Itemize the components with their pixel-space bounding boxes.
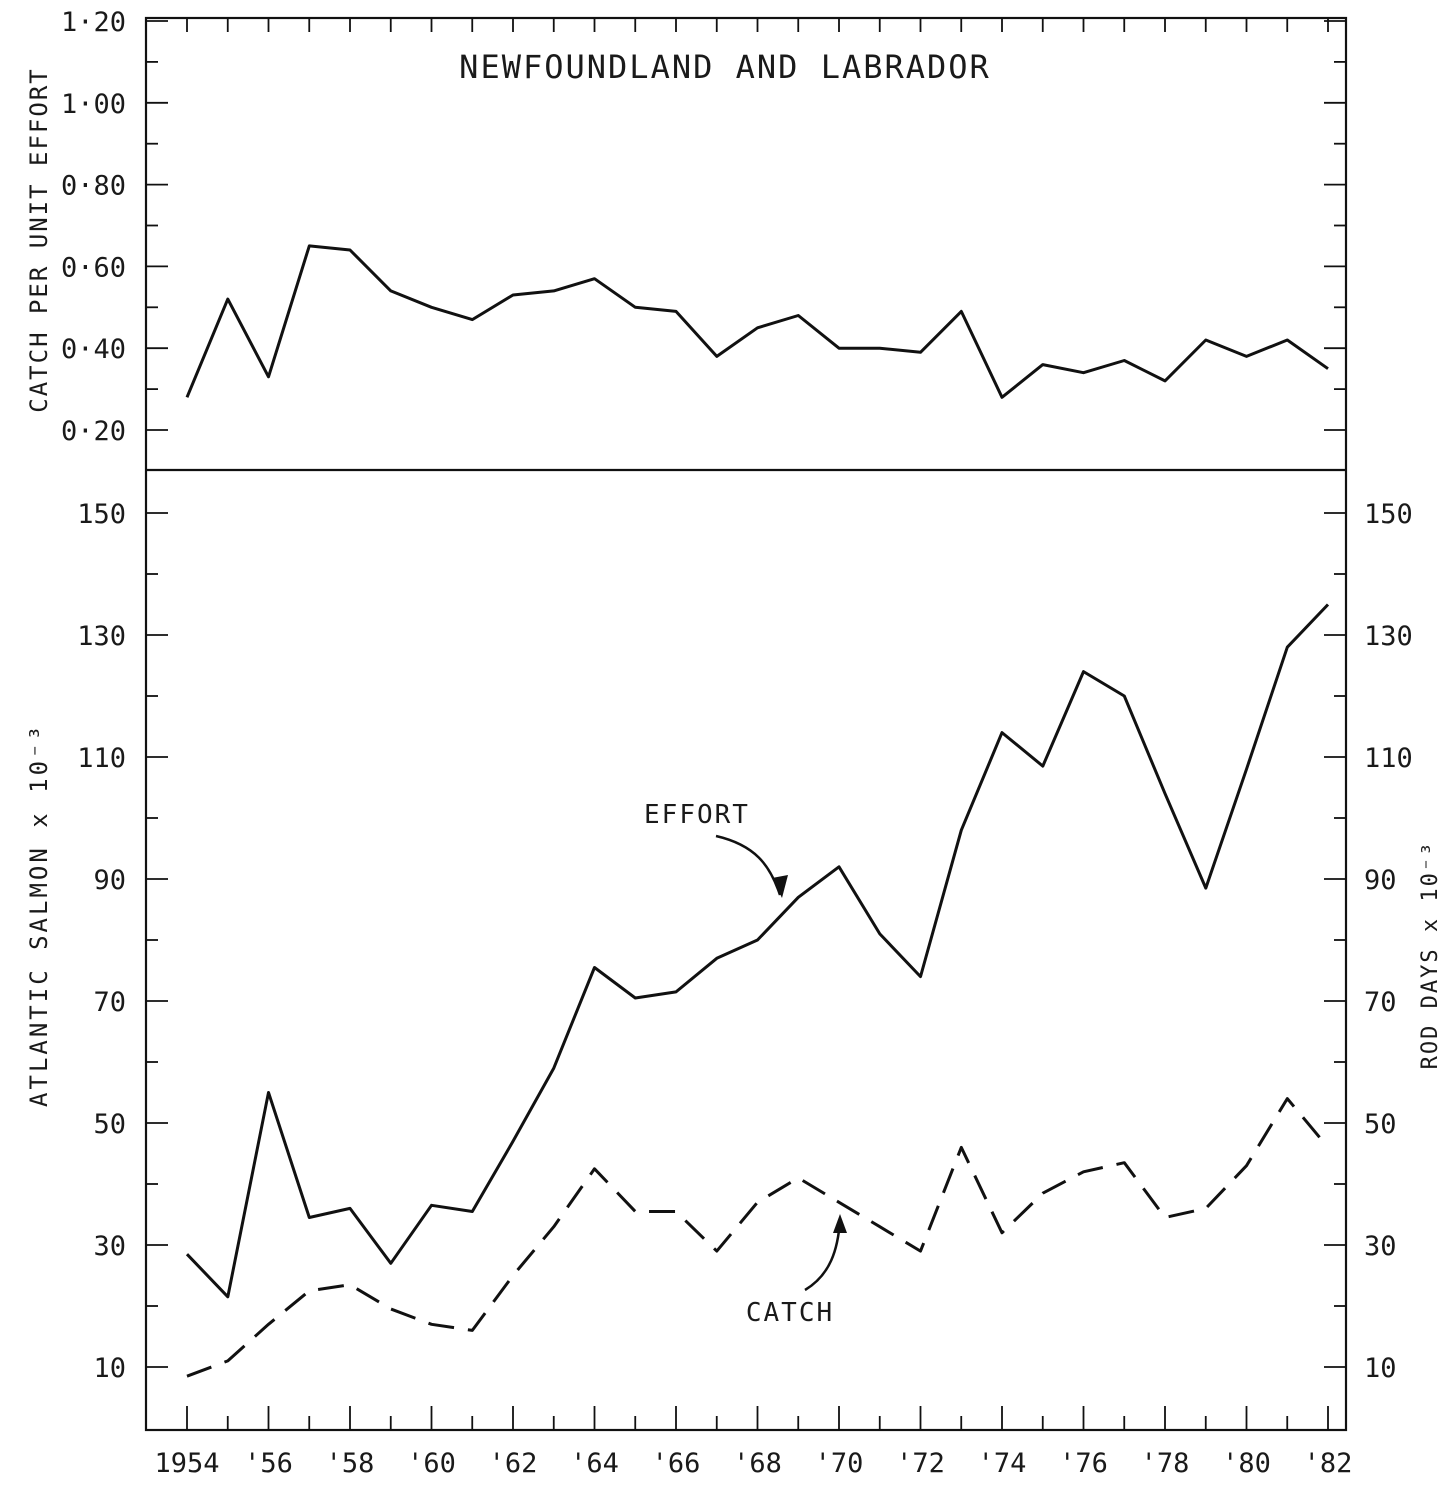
chart-frame [144, 16, 1348, 1432]
x-tick-label: '78 [1141, 1448, 1190, 1479]
bottom-left-y-axis-label: ATLANTIC SALMON x 10⁻³ [25, 723, 53, 1107]
top-y-axis-label: CATCH PER UNIT EFFORT [25, 67, 53, 412]
bottom-right-y-tick-label: 10 [1364, 1353, 1397, 1384]
tick-labels: 1954 '56 '58 '60 '62 '64 '66 '68 '70 '72 '74 '76 '78… [61, 7, 1413, 1479]
bottom-left-y-tick-label: 50 [93, 1109, 126, 1140]
x-tick-label: '58 [326, 1448, 375, 1479]
bottom-left-y-tick-label: 30 [93, 1231, 126, 1262]
top-y-tick-label: 0·60 [61, 252, 126, 283]
bottom-right-y-tick-label: 150 [1364, 499, 1413, 530]
x-tick-label: '60 [407, 1448, 456, 1479]
x-tick-label: 1954 [154, 1448, 219, 1479]
effort-series-label: EFFORT [644, 800, 750, 830]
x-tick-label: '74 [978, 1448, 1027, 1479]
x-tick-label: '72 [896, 1448, 945, 1479]
top-y-tick-label: 0·40 [61, 334, 126, 365]
effort-series-line [185, 603, 1330, 1299]
bottom-left-y-tick-label: 70 [93, 987, 126, 1018]
top-y-tick-label: 1·00 [61, 89, 126, 120]
x-tick-label: '66 [652, 1448, 701, 1479]
bottom-left-y-tick-label: 110 [77, 743, 126, 774]
top-y-tick-label: 0·20 [61, 416, 126, 447]
bottom-right-y-tick-label: 130 [1364, 621, 1413, 652]
x-tick-label: '62 [489, 1448, 538, 1479]
x-tick-label: '82 [1304, 1448, 1353, 1479]
tick-marks [146, 18, 1346, 1430]
bottom-left-y-tick-label: 150 [77, 499, 126, 530]
catch-series-label: CATCH [746, 1298, 834, 1328]
bottom-right-y-tick-label: 50 [1364, 1109, 1397, 1140]
effort-annotation-arrowhead [772, 875, 788, 898]
bottom-right-y-tick-label: 70 [1364, 987, 1397, 1018]
x-tick-label: '76 [1059, 1448, 1108, 1479]
catch-series-line [186, 1097, 1330, 1378]
cpue-series-line [185, 244, 1329, 399]
top-y-tick-label: 0·80 [61, 171, 126, 202]
plot-border [144, 16, 1348, 1432]
chart-title: NEWFOUNDLAND AND LABRADOR [459, 48, 991, 86]
bottom-left-y-tick-label: 130 [77, 621, 126, 652]
top-y-tick-label: 1·20 [61, 7, 126, 38]
bottom-right-y-tick-label: 110 [1364, 743, 1413, 774]
bottom-left-y-tick-label: 90 [93, 865, 126, 896]
data-lines [185, 244, 1330, 1378]
x-tick-label: '80 [1222, 1448, 1271, 1479]
x-tick-label: '68 [733, 1448, 782, 1479]
x-tick-label: '64 [570, 1448, 619, 1479]
x-tick-label: '56 [244, 1448, 293, 1479]
catch-annotation-arrowhead [833, 1214, 847, 1233]
bottom-right-y-tick-label: 30 [1364, 1231, 1397, 1262]
x-tick-label: '70 [815, 1448, 864, 1479]
bottom-left-y-tick-label: 10 [93, 1353, 126, 1384]
bottom-right-y-axis-label: ROD DAYS x 10⁻³ [1418, 841, 1443, 1070]
bottom-right-y-tick-label: 90 [1364, 865, 1397, 896]
effort-annotation-arrow [715, 834, 782, 896]
